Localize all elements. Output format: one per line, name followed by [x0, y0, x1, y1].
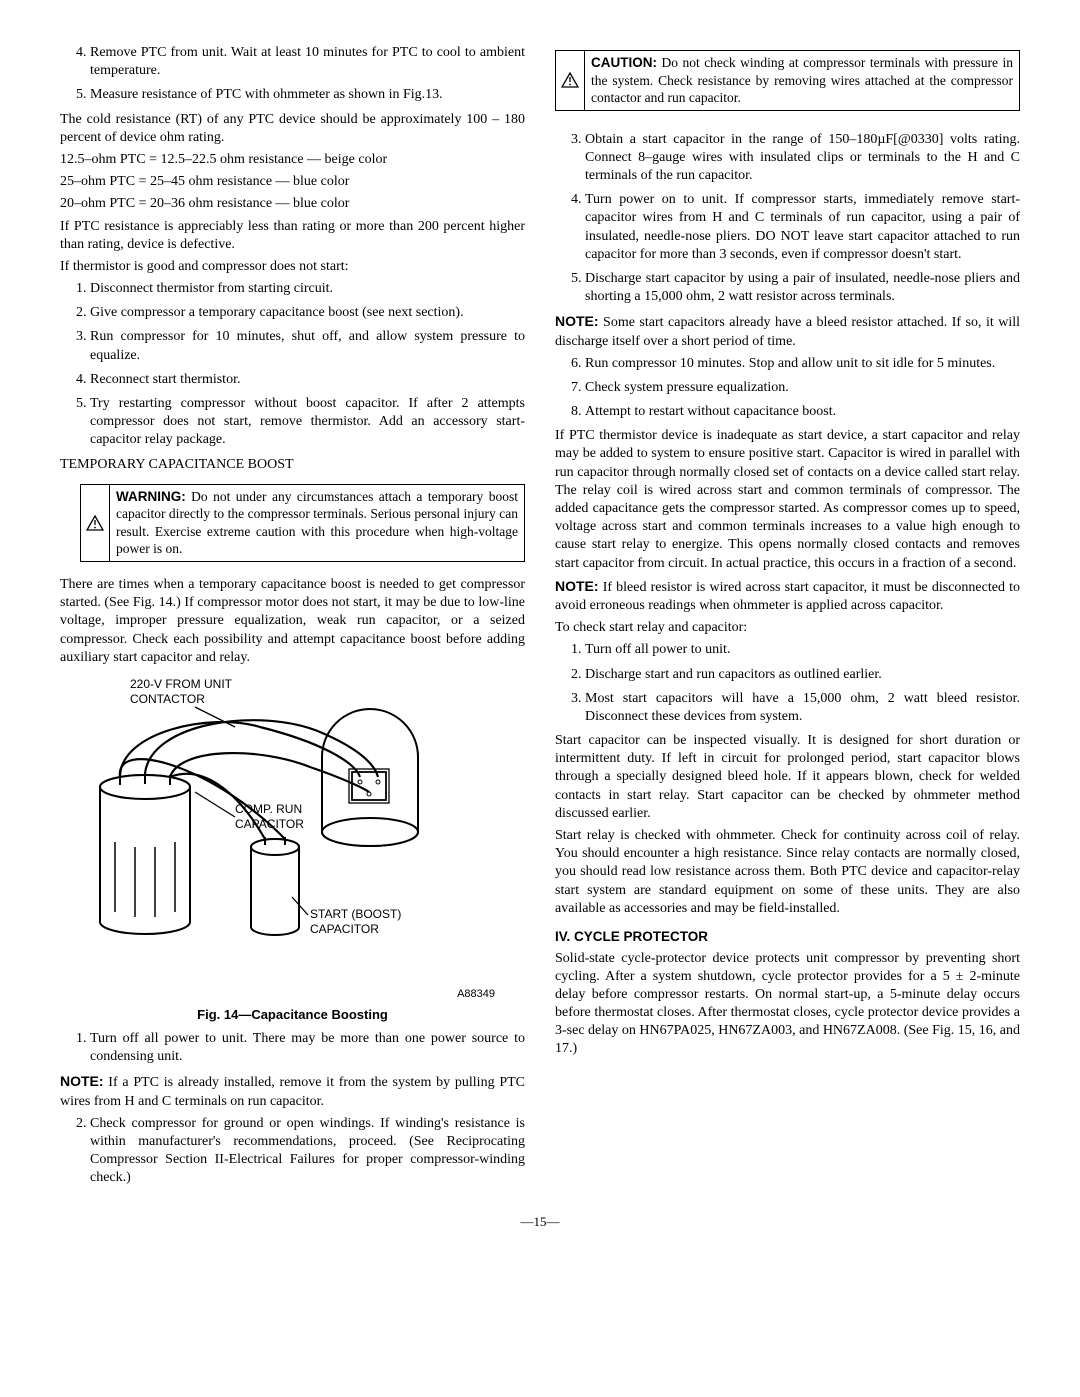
warning-icon: [556, 51, 585, 110]
boost-steps-3: Obtain a start capacitor in the range of…: [555, 131, 1020, 307]
list-item: Discharge start and run capacitors as ou…: [585, 666, 1020, 684]
list-item: Remove PTC from unit. Wait at least 10 m…: [90, 44, 525, 80]
paragraph: 25–ohm PTC = 25–45 ohm resistance — blue…: [60, 173, 525, 191]
paragraph: The cold resistance (RT) of any PTC devi…: [60, 111, 525, 147]
note: NOTE: Some start capacitors already have…: [555, 312, 1020, 350]
section-heading: IV. CYCLE PROTECTOR: [555, 928, 1020, 946]
list-item: Check compressor for ground or open wind…: [90, 1115, 525, 1188]
paragraph: If PTC thermistor device is inadequate a…: [555, 427, 1020, 573]
check-relay-steps: Turn off all power to unit. Discharge st…: [555, 641, 1020, 726]
paragraph: If PTC resistance is appreciably less th…: [60, 218, 525, 254]
warning-icon: [81, 485, 110, 561]
paragraph: Start capacitor can be inspected visuall…: [555, 732, 1020, 823]
list-item: Run compressor for 10 minutes, shut off,…: [90, 328, 525, 364]
heading: TEMPORARY CAPACITANCE BOOST: [60, 456, 525, 474]
warning-box: WARNING: Do not under any circumstances …: [80, 484, 525, 562]
note: NOTE: If bleed resistor is wired across …: [555, 577, 1020, 615]
figure-label: COMP. RUNCAPACITOR: [235, 802, 304, 833]
warning-label: WARNING:: [116, 489, 186, 504]
paragraph: 12.5–ohm PTC = 12.5–22.5 ohm resistance …: [60, 151, 525, 169]
thermistor-steps: Disconnect thermistor from starting circ…: [60, 280, 525, 450]
boost-steps-1: Turn off all power to unit. There may be…: [60, 1030, 525, 1066]
note: NOTE: If a PTC is already installed, rem…: [60, 1072, 525, 1110]
figure-label: START (BOOST)CAPACITOR: [310, 907, 401, 938]
figure-14: 220-V FROM UNITCONTACTOR COMP. RUNCAPACI…: [60, 677, 525, 1024]
list-item: Discharge start capacitor by using a pai…: [585, 270, 1020, 306]
list-item: Measure resistance of PTC with ohmmeter …: [90, 86, 525, 104]
right-column: CAUTION: Do not check winding at compres…: [555, 40, 1020, 1194]
ptc-steps-continued: Remove PTC from unit. Wait at least 10 m…: [60, 44, 525, 105]
list-item: Disconnect thermistor from starting circ…: [90, 280, 525, 298]
paragraph: 20–ohm PTC = 20–36 ohm resistance — blue…: [60, 195, 525, 213]
left-column: Remove PTC from unit. Wait at least 10 m…: [60, 40, 525, 1194]
list-item: Run compressor 10 minutes. Stop and allo…: [585, 355, 1020, 373]
list-item: Turn power on to unit. If compressor sta…: [585, 191, 1020, 264]
figure-number: A88349: [60, 987, 495, 1001]
list-item: Turn off all power to unit.: [585, 641, 1020, 659]
figure-label: 220-V FROM UNITCONTACTOR: [130, 677, 232, 708]
paragraph: Solid-state cycle-protector device prote…: [555, 950, 1020, 1059]
list-item: Most start capacitors will have a 15,000…: [585, 690, 1020, 726]
paragraph: Start relay is checked with ohmmeter. Ch…: [555, 827, 1020, 918]
caution-box: CAUTION: Do not check winding at compres…: [555, 50, 1020, 111]
boost-steps-2: Check compressor for ground or open wind…: [60, 1115, 525, 1188]
list-item: Give compressor a temporary capacitance …: [90, 304, 525, 322]
page-number: —15—: [60, 1214, 1020, 1231]
boost-steps-6: Run compressor 10 minutes. Stop and allo…: [555, 355, 1020, 422]
figure-caption: Fig. 14—Capacitance Boosting: [60, 1007, 525, 1024]
list-item: Reconnect start thermistor.: [90, 371, 525, 389]
paragraph: There are times when a temporary capacit…: [60, 576, 525, 667]
list-item: Attempt to restart without capacitance b…: [585, 403, 1020, 421]
caution-text: CAUTION: Do not check winding at compres…: [585, 51, 1019, 110]
list-item: Try restarting compressor without boost …: [90, 395, 525, 450]
paragraph: To check start relay and capacitor:: [555, 619, 1020, 637]
paragraph: If thermistor is good and compressor doe…: [60, 258, 525, 276]
caution-label: CAUTION:: [591, 55, 657, 70]
list-item: Obtain a start capacitor in the range of…: [585, 131, 1020, 186]
warning-text: WARNING: Do not under any circumstances …: [110, 485, 524, 561]
list-item: Turn off all power to unit. There may be…: [90, 1030, 525, 1066]
list-item: Check system pressure equalization.: [585, 379, 1020, 397]
